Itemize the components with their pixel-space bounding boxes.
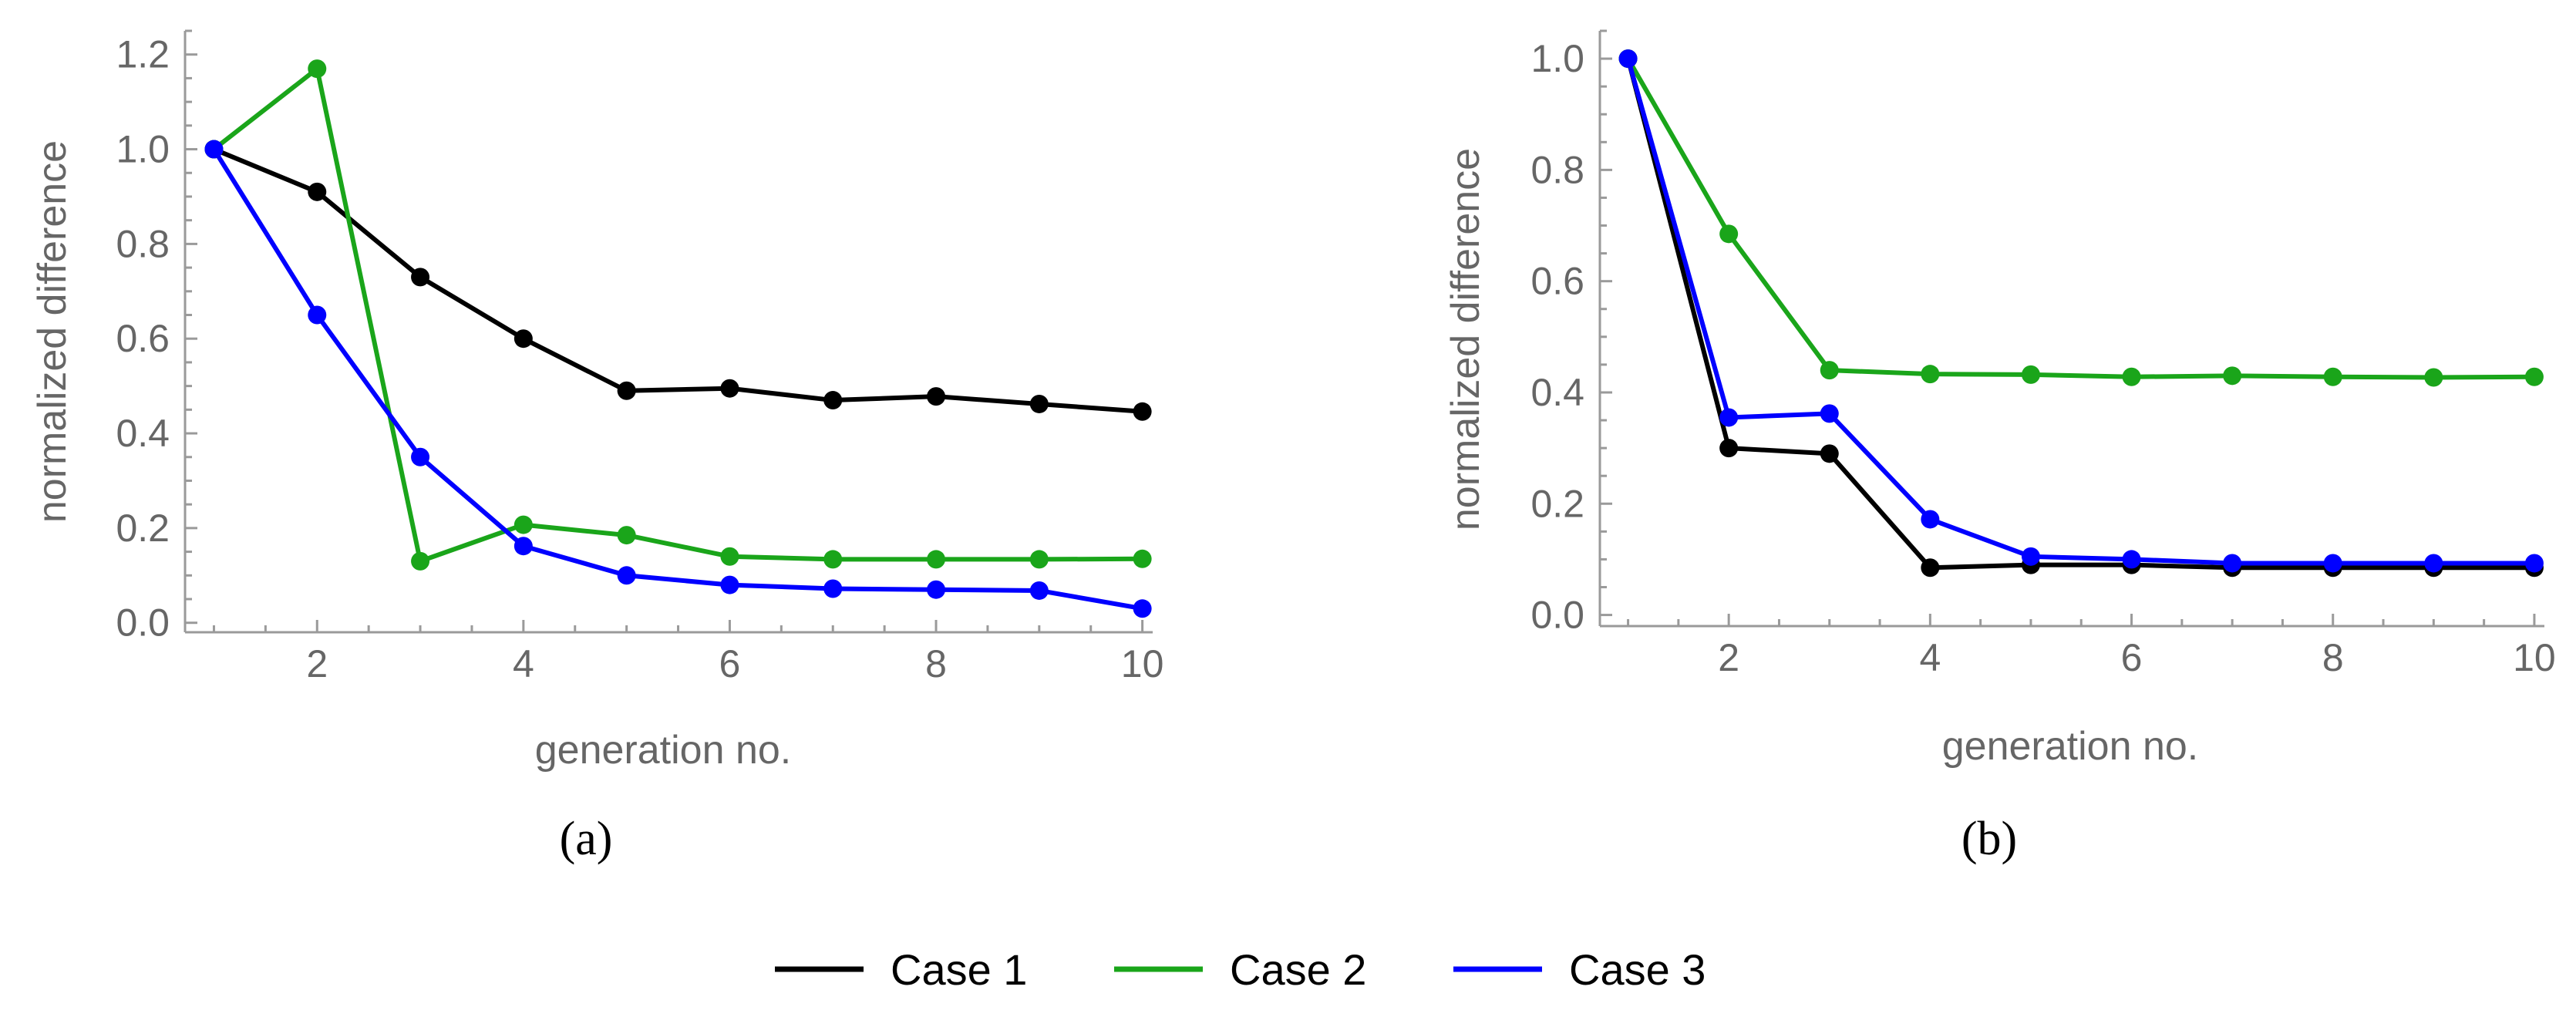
legend-label-case-1: Case 1 xyxy=(891,945,1027,994)
y-axis-label-a: normalized difference xyxy=(30,140,75,523)
data-point-case-3-a xyxy=(617,566,636,585)
data-point-case-1-a xyxy=(308,182,327,201)
x-tick-label-b: 8 xyxy=(2322,636,2344,679)
y-axis-title-a: normalized difference xyxy=(30,140,75,523)
x-tick-label-a: 8 xyxy=(925,642,947,685)
data-point-case-3-b xyxy=(2021,547,2040,566)
data-point-case-3-b xyxy=(1719,408,1739,427)
y-tick-label-b: 0.6 xyxy=(1530,260,1584,303)
data-point-case-3-b xyxy=(2122,550,2141,569)
x-tick-label-a: 10 xyxy=(1121,642,1164,685)
legend-label-case-2: Case 2 xyxy=(1230,945,1366,994)
data-point-case-2-b xyxy=(2323,367,2342,386)
y-tick-label-b: 1.0 xyxy=(1530,37,1584,80)
y-tick-label-a: 0.6 xyxy=(116,317,170,360)
data-point-case-2-b xyxy=(1921,365,1940,384)
data-point-case-1-a xyxy=(617,381,636,400)
data-point-case-1-a xyxy=(1133,402,1152,421)
data-point-case-1-a xyxy=(823,391,843,410)
y-tick-label-b: 0.0 xyxy=(1530,594,1584,637)
data-point-case-3-a xyxy=(720,575,739,594)
chart-panel-a: normalized difference generation no. (a)… xyxy=(30,29,1164,865)
series-line-case-2-a xyxy=(212,66,1143,564)
data-point-case-3-b xyxy=(2524,554,2544,573)
data-point-case-2-b xyxy=(1719,224,1739,244)
data-point-case-2-b xyxy=(2122,367,2141,386)
series-line-case-1-b xyxy=(1625,58,2534,571)
panel-label-a: (a) xyxy=(560,813,613,865)
y-tick-label-a: 0.2 xyxy=(116,507,170,550)
data-point-case-1-a xyxy=(720,379,739,398)
x-tick-label-b: 2 xyxy=(1718,636,1739,679)
x-axis-title-b: generation no. xyxy=(1942,724,2199,769)
data-point-case-2-b xyxy=(2424,368,2443,387)
x-tick-label-b: 4 xyxy=(1919,636,1941,679)
data-point-case-3-a xyxy=(411,447,430,466)
data-point-case-3-a xyxy=(927,580,946,599)
data-point-case-3-a xyxy=(204,140,224,159)
data-point-case-2-a xyxy=(514,515,533,534)
y-tick-label-a: 0.0 xyxy=(116,601,170,645)
data-point-case-1-b xyxy=(1719,439,1739,458)
series-line-case-2-b xyxy=(1625,57,2534,380)
data-point-case-2-b xyxy=(1820,361,1839,380)
data-point-case-1-a xyxy=(927,387,946,406)
data-point-case-1-a xyxy=(1029,394,1049,413)
data-point-case-1-b xyxy=(1820,444,1839,463)
data-point-case-2-b xyxy=(2021,365,2040,384)
data-point-case-3-b xyxy=(1820,404,1839,423)
legend: Case 1 Case 2 Case 3 xyxy=(775,945,1706,994)
data-point-case-3-b xyxy=(2323,554,2342,573)
data-point-case-3-a xyxy=(823,579,843,598)
data-point-case-2-b xyxy=(2524,367,2544,386)
panel-label-b: (b) xyxy=(1961,813,2017,865)
data-point-case-3-a xyxy=(1029,581,1049,600)
data-point-case-1-b xyxy=(1921,558,1940,578)
data-point-case-2-a xyxy=(1133,549,1152,568)
series-line-case-1-a xyxy=(213,146,1143,414)
y-tick-label-b: 0.8 xyxy=(1530,148,1584,191)
chart-panel-b: normalized difference generation no. (b)… xyxy=(1443,29,2556,865)
data-point-case-2-a xyxy=(617,526,636,545)
legend-label-case-3: Case 3 xyxy=(1569,945,1706,994)
series-line-case-3-a xyxy=(211,147,1143,611)
data-point-case-2-a xyxy=(720,547,739,566)
y-tick-label-b: 0.2 xyxy=(1530,482,1584,525)
series-line-case-3-b xyxy=(1625,58,2534,566)
data-point-case-1-a xyxy=(514,329,533,349)
data-point-case-3-b xyxy=(2424,554,2443,573)
x-tick-label-b: 6 xyxy=(2121,636,2143,679)
data-point-case-2-a xyxy=(823,550,843,569)
data-point-case-3-a xyxy=(514,537,533,556)
data-point-case-2-a xyxy=(411,551,430,571)
x-axis-title-a: generation no. xyxy=(535,728,792,773)
y-tick-label-b: 0.4 xyxy=(1530,371,1584,414)
data-point-case-3-b xyxy=(1618,49,1638,69)
data-point-case-3-a xyxy=(308,305,327,325)
data-point-case-2-a xyxy=(308,59,327,79)
x-tick-label-a: 2 xyxy=(306,642,328,685)
y-tick-label-a: 0.4 xyxy=(116,412,170,455)
data-point-case-2-a xyxy=(927,550,946,569)
y-tick-label-a: 0.8 xyxy=(116,222,170,265)
y-axis-title-b: normalized difference xyxy=(1443,148,1488,530)
data-point-case-2-a xyxy=(1029,550,1049,569)
data-point-case-1-a xyxy=(411,268,430,287)
x-tick-label-a: 6 xyxy=(719,642,741,685)
data-point-case-3-a xyxy=(1133,599,1152,618)
y-tick-label-a: 1.0 xyxy=(116,128,170,171)
data-point-case-3-b xyxy=(1921,510,1940,529)
data-point-case-3-b xyxy=(2223,554,2242,573)
x-tick-label-b: 10 xyxy=(2513,636,2556,679)
y-tick-label-a: 1.2 xyxy=(116,33,170,76)
data-point-case-2-b xyxy=(2223,366,2242,386)
x-tick-label-a: 4 xyxy=(513,642,534,685)
